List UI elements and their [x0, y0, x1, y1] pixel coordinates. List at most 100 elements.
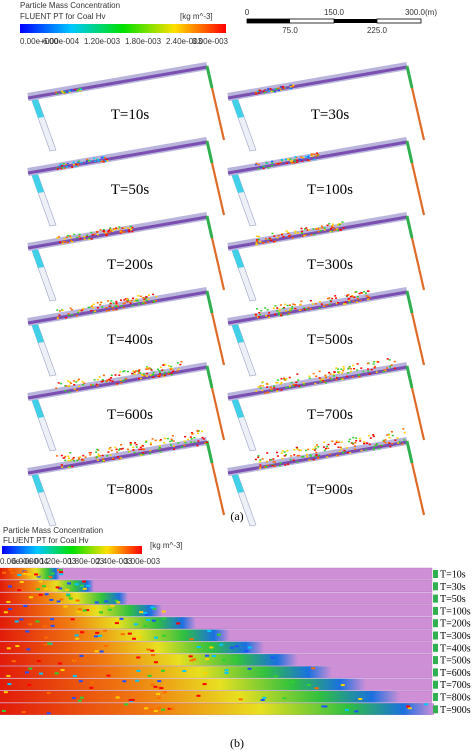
particle [72, 457, 75, 459]
particle [92, 306, 95, 309]
particle [370, 368, 373, 371]
particle [263, 466, 266, 468]
particle [157, 686, 162, 689]
particle [147, 368, 150, 370]
particle [115, 448, 118, 451]
particle [294, 307, 297, 310]
particle [17, 589, 22, 592]
particle [145, 296, 148, 298]
particle [277, 234, 280, 237]
particle [152, 300, 155, 302]
particle [308, 377, 311, 380]
particle [66, 582, 71, 585]
particle [377, 361, 380, 363]
particle [330, 230, 333, 233]
particle [28, 596, 33, 599]
particle [272, 460, 275, 463]
particle [105, 310, 108, 312]
legend-subtitle: FLUENT PT for Coal Hv [20, 12, 106, 21]
particle [262, 165, 265, 168]
particle [83, 238, 86, 241]
particle [298, 449, 301, 452]
particle [407, 707, 412, 710]
particle [292, 383, 295, 386]
particle [79, 584, 84, 587]
particle [221, 659, 226, 662]
particle [338, 450, 341, 453]
particle [85, 162, 88, 165]
strip-heat [0, 592, 128, 605]
particle [91, 234, 94, 236]
particle [339, 229, 342, 231]
particle [38, 672, 43, 675]
particle [120, 443, 123, 446]
particle [158, 439, 161, 442]
particle [267, 315, 270, 317]
particle [375, 360, 378, 363]
particle [129, 225, 132, 228]
time-label: T=50s [440, 594, 466, 605]
particle [360, 367, 363, 369]
particle [108, 309, 111, 312]
particle [61, 466, 64, 468]
particle [135, 679, 140, 682]
particle [151, 619, 156, 622]
particle [309, 299, 312, 302]
particle [61, 167, 64, 169]
particle [326, 303, 329, 306]
particle [137, 370, 140, 372]
particle [102, 161, 105, 163]
particle [139, 295, 142, 298]
color-bar [2, 546, 142, 554]
particle [295, 384, 298, 386]
particle [323, 441, 326, 443]
particle [356, 301, 359, 304]
particle [353, 445, 356, 447]
particle [170, 707, 175, 710]
particle [334, 443, 337, 445]
particle [120, 382, 123, 384]
particle [79, 89, 82, 92]
particle [260, 310, 263, 312]
particle [328, 303, 331, 305]
particle [386, 434, 389, 436]
particle [170, 438, 173, 441]
tunnel-panel: T=50s [27, 137, 226, 227]
particle [303, 228, 306, 230]
particle [380, 444, 383, 447]
particle [257, 456, 260, 459]
particle [258, 461, 261, 463]
particle [348, 302, 351, 304]
particle [389, 445, 392, 448]
particle [317, 454, 320, 457]
particle [307, 154, 310, 157]
particle [101, 306, 104, 308]
particle [297, 232, 300, 234]
particle [169, 367, 172, 370]
particle [365, 292, 368, 294]
particle [262, 167, 265, 170]
particle [292, 85, 295, 88]
particle [358, 697, 363, 700]
particle [391, 442, 394, 445]
particle [309, 454, 312, 456]
particle [142, 445, 145, 447]
particle [24, 671, 29, 674]
particle [112, 228, 115, 230]
particle [270, 90, 273, 93]
particle [347, 294, 350, 296]
particle [351, 295, 354, 298]
particle [60, 164, 63, 167]
particle [146, 618, 151, 621]
particle [323, 229, 326, 231]
particle [106, 674, 111, 677]
particle [130, 299, 133, 302]
particle [337, 371, 340, 373]
particle [96, 233, 99, 236]
particle [82, 383, 85, 386]
strip-end [433, 594, 438, 603]
particle [133, 300, 136, 302]
particle [334, 295, 337, 297]
particle [104, 160, 107, 163]
particle [59, 571, 64, 574]
